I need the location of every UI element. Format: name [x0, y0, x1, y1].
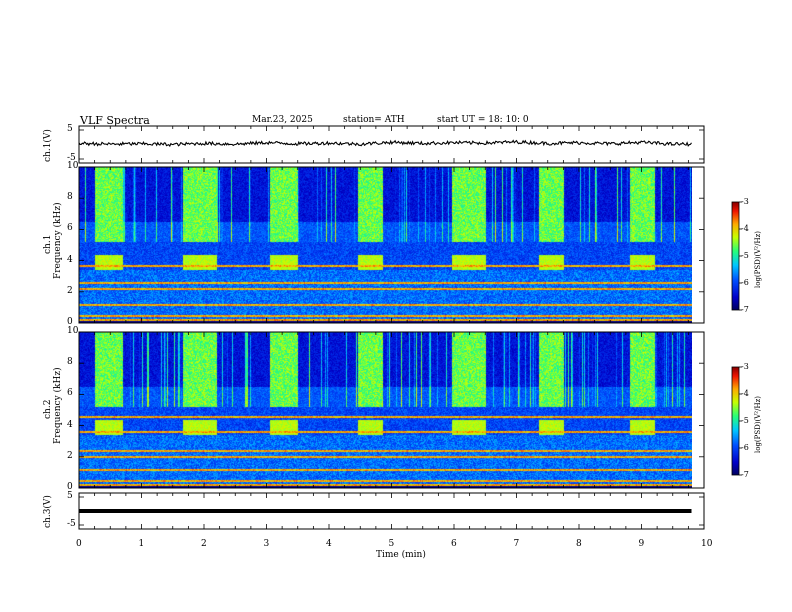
ch1-spectrogram-image — [79, 167, 692, 323]
y-tick-label-s1: 4 — [67, 254, 73, 265]
x-tick-label: 8 — [576, 539, 582, 549]
colorbar-tick-label: -7 — [741, 470, 749, 479]
colorbar-tick-label: -4 — [741, 389, 749, 398]
panel-frame-s1 — [78, 166, 705, 324]
y-tick-label-s1: 10 — [67, 161, 79, 171]
date-label: Mar.23, 2025 — [252, 115, 313, 125]
y-tick-label-ch3: 5 — [67, 491, 73, 501]
x-tick-label: 4 — [326, 539, 332, 549]
colorbar-tick-label: -5 — [741, 251, 749, 260]
y-tick-label-s1: 8 — [67, 192, 73, 203]
y-axis-label-s2-frequency: Frequency (kHz) — [53, 367, 63, 444]
y-tick-label-s1: 6 — [67, 223, 73, 234]
y-axis-label-s1-channel: ch.1 — [43, 234, 53, 254]
y-tick-label-s2: 10 — [67, 326, 79, 336]
colorbar-tick-label: -3 — [741, 197, 749, 206]
colorbar-title: log(PSD)(V²/Hz) — [754, 396, 762, 453]
x-axis-label: Time (min) — [376, 550, 426, 560]
figure-title: VLF Spectra — [80, 114, 150, 127]
y-tick-label-ch1: -5 — [67, 153, 76, 163]
x-tick-label: 6 — [451, 539, 457, 549]
colorbar-title: log(PSD)(V²/Hz) — [754, 231, 762, 288]
station-label: station= ATH — [343, 115, 405, 125]
colorbar-tick-label: -6 — [741, 278, 749, 287]
x-tick-label: 1 — [138, 539, 145, 549]
y-axis-label-s1-frequency: Frequency (kHz) — [53, 202, 63, 279]
x-tick-label: 5 — [388, 539, 395, 549]
y-tick-label-s2: 4 — [67, 419, 73, 430]
y-tick-label-ch1: 5 — [67, 124, 73, 134]
x-tick-label: 10 — [701, 539, 713, 549]
y-tick-label-s1: 0 — [67, 317, 73, 327]
ch1-colorbar — [732, 202, 739, 310]
y-axis-label-ch1: ch.1(V) — [43, 129, 53, 162]
start-time-label: start UT = 18: 10: 0 — [437, 115, 529, 125]
y-tick-label-s2: 8 — [67, 357, 73, 368]
x-tick-label: 3 — [263, 539, 270, 549]
y-tick-label-s2: 2 — [67, 450, 73, 461]
x-tick-label: 7 — [513, 539, 520, 549]
ch2-spectrogram-image — [79, 332, 692, 488]
ch1-voltage-trace — [78, 139, 692, 148]
colorbar-tick-label: -7 — [741, 305, 749, 314]
y-tick-label-s2: 6 — [67, 388, 73, 399]
x-tick-label: 9 — [638, 539, 645, 549]
y-axis-label-ch3: ch.3(V) — [43, 495, 53, 528]
colorbar-tick-label: -6 — [741, 443, 749, 452]
ch2-colorbar — [732, 367, 739, 475]
x-tick-label: 0 — [76, 539, 82, 549]
colorbar-tick-label: -4 — [741, 224, 749, 233]
panel-frame-s2 — [78, 331, 705, 489]
y-tick-label-ch3: -5 — [67, 519, 76, 529]
colorbar-tick-label: -5 — [741, 416, 749, 425]
x-tick-label: 2 — [201, 539, 207, 549]
y-tick-label-s1: 2 — [67, 285, 73, 296]
colorbar-tick-label: -3 — [741, 362, 749, 371]
y-tick-label-s2: 0 — [67, 482, 73, 492]
y-axis-label-s2-channel: ch.2 — [43, 399, 53, 419]
